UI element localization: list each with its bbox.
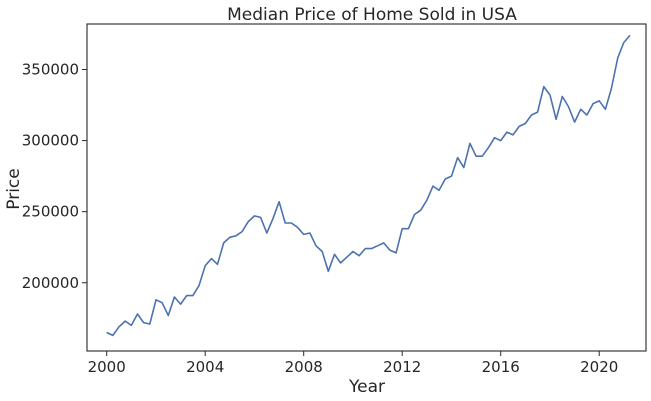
- x-tick-label: 2004: [186, 358, 224, 376]
- y-axis-label: Price: [4, 168, 24, 209]
- x-tick-label: 2020: [580, 358, 618, 376]
- x-axis-label: Year: [348, 377, 385, 397]
- plot-area: 2000 2004 2008 2012 2016 2020 200000 250000 3000…: [22, 23, 647, 376]
- x-tick-label: 2016: [482, 358, 520, 376]
- x-tick-label: 2012: [383, 358, 421, 376]
- y-tick-label: 200000: [22, 274, 79, 292]
- plot-frame: [86, 23, 647, 352]
- y-tick-label: 350000: [22, 60, 79, 78]
- x-tick-label: 2008: [285, 358, 323, 376]
- chart-title: Median Price of Home Sold in USA: [227, 5, 517, 25]
- series-line: [106, 34, 631, 337]
- y-tick-label: 250000: [22, 203, 79, 221]
- x-tick-label: 2000: [88, 358, 126, 376]
- y-tick-label: 300000: [22, 132, 79, 150]
